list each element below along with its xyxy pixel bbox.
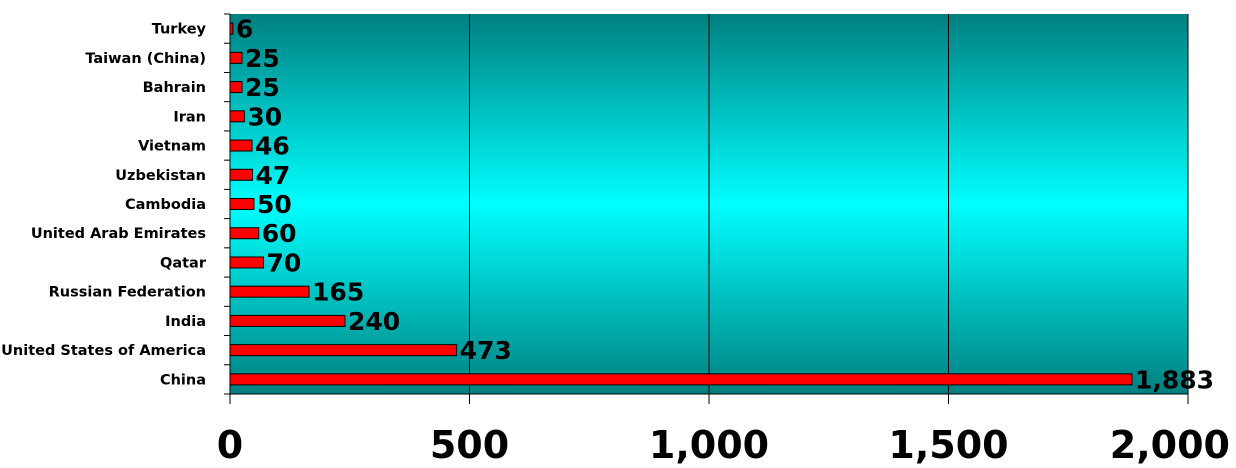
category-label: China — [160, 372, 206, 388]
value-label: 46 — [255, 132, 290, 161]
value-label: 70 — [267, 248, 302, 277]
category-label: Qatar — [160, 255, 207, 271]
value-label: 60 — [262, 219, 297, 248]
category-label: Taiwan (China) — [85, 51, 206, 67]
bar — [229, 139, 253, 152]
value-label: 47 — [256, 161, 291, 190]
value-label: 50 — [257, 190, 292, 219]
bar — [229, 81, 243, 94]
value-label: 165 — [312, 278, 364, 307]
bar — [229, 285, 310, 298]
value-label: 1,883 — [1135, 365, 1214, 394]
category-label: Iran — [173, 109, 206, 125]
value-label: 6 — [236, 15, 253, 44]
value-label: 240 — [348, 307, 400, 336]
bar — [229, 227, 260, 240]
bar — [229, 373, 1133, 386]
category-label: India — [165, 314, 206, 330]
bar — [229, 198, 255, 210]
category-labels: Turkey Taiwan (China) Bahrain Iran Vietnam Uz… — [1, 22, 207, 389]
bar — [229, 110, 245, 123]
value-label: 25 — [245, 44, 280, 73]
bar — [229, 344, 458, 357]
value-label: 25 — [245, 73, 280, 102]
bar — [229, 256, 265, 269]
axes — [224, 13, 1189, 404]
x-tick-label: 0 — [217, 423, 243, 467]
category-label: Bahrain — [143, 80, 206, 96]
category-label: Cambodia — [125, 197, 206, 213]
x-tick-labels: 0 500 1,000 1,500 2,000 — [217, 423, 1230, 467]
bar — [229, 314, 346, 327]
category-label: Uzbekistan — [115, 168, 206, 184]
x-tick-label: 500 — [430, 423, 509, 467]
bar — [229, 168, 254, 181]
category-label: United States of America — [1, 343, 206, 359]
x-tick-label: 2,000 — [1110, 423, 1230, 467]
category-label: Turkey — [152, 22, 207, 38]
bar — [229, 51, 243, 64]
category-label: United Arab Emirates — [31, 226, 206, 242]
x-tick-label: 1,000 — [649, 423, 769, 467]
gridlines — [469, 14, 1189, 394]
value-label: 473 — [460, 336, 512, 365]
category-label: Vietnam — [138, 139, 206, 155]
x-tick-label: 1,500 — [888, 423, 1008, 467]
category-label: Russian Federation — [49, 285, 206, 301]
value-label: 30 — [247, 102, 282, 131]
